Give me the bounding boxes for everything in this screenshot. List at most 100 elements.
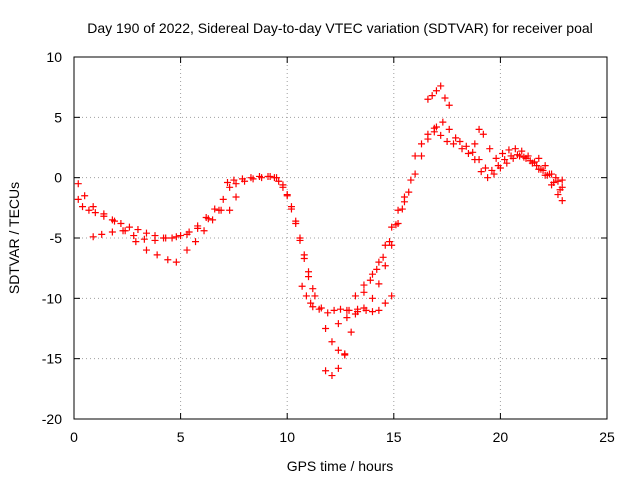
data-point: [328, 338, 336, 346]
data-point: [548, 181, 556, 189]
data-point: [452, 134, 460, 142]
series-arc-j: [334, 176, 415, 328]
data-point: [296, 234, 304, 242]
data-point: [445, 101, 453, 109]
data-point: [81, 192, 89, 200]
data-point: [432, 123, 440, 131]
data-point: [168, 234, 176, 242]
data-point: [226, 206, 234, 214]
data-point: [437, 82, 445, 90]
data-point: [439, 118, 447, 126]
data-point: [343, 314, 351, 322]
data-point: [343, 306, 351, 314]
data-point: [142, 229, 150, 237]
y-tick-label: 10: [46, 49, 62, 65]
data-point: [279, 181, 287, 189]
series-arc-g: [226, 193, 240, 214]
data-point: [554, 191, 562, 199]
data-point: [360, 281, 368, 289]
data-point: [91, 209, 99, 217]
data-point: [518, 147, 526, 155]
data-point: [501, 156, 509, 164]
data-point: [462, 142, 470, 150]
data-point: [117, 220, 125, 228]
series-arc-i: [322, 124, 438, 380]
data-point: [194, 224, 202, 232]
data-point: [241, 177, 249, 185]
data-point: [334, 346, 342, 354]
data-point: [486, 145, 494, 153]
data-point: [535, 154, 543, 162]
data-point: [437, 131, 445, 139]
x-axis-label: GPS time / hours: [287, 458, 394, 474]
series-arc-p: [471, 152, 566, 205]
data-point: [183, 230, 191, 238]
data-point: [309, 303, 317, 311]
data-point: [330, 306, 338, 314]
data-point: [554, 177, 562, 185]
data-point: [351, 310, 359, 318]
data-point: [98, 230, 106, 238]
data-point: [204, 215, 212, 223]
data-point: [535, 165, 543, 173]
data-point: [287, 203, 295, 211]
data-point: [541, 171, 549, 179]
data-point: [125, 223, 133, 231]
series-arc-l: [368, 292, 396, 316]
data-point: [379, 253, 387, 261]
data-point: [558, 183, 566, 191]
axes: 0 5 10 15 20 25 -20 -15 -10 -5 0 5 10: [42, 49, 615, 445]
data-point: [398, 205, 406, 213]
data-point: [334, 320, 342, 328]
data-point: [341, 350, 349, 358]
data-point: [445, 125, 453, 133]
data-point: [492, 154, 500, 162]
data-point: [368, 294, 376, 302]
data-point: [305, 268, 313, 276]
data-point: [424, 95, 432, 103]
data-point: [132, 238, 140, 246]
series-arc-h: [298, 282, 317, 311]
data-point: [89, 203, 97, 211]
data-point: [298, 282, 306, 290]
data-series: [74, 82, 566, 380]
data-point: [153, 251, 161, 259]
data-point: [209, 216, 217, 224]
x-tick-label: 25: [599, 429, 615, 445]
data-point: [407, 176, 415, 184]
data-point: [300, 251, 308, 259]
data-point: [394, 220, 402, 228]
data-point: [490, 170, 498, 178]
data-point: [334, 364, 342, 372]
data-point: [322, 325, 330, 332]
data-point: [430, 128, 438, 136]
data-point: [481, 164, 489, 172]
data-point: [258, 174, 266, 182]
data-point: [533, 162, 541, 170]
data-point: [516, 152, 524, 160]
series-arc-k: [343, 193, 408, 314]
data-point: [479, 130, 487, 138]
y-tick-label: -5: [50, 230, 63, 246]
data-point: [522, 154, 530, 162]
data-point: [388, 223, 396, 231]
x-tick-label: 5: [177, 429, 185, 445]
series-arc-d: [183, 206, 225, 254]
x-tick-label: 15: [386, 429, 402, 445]
data-point: [375, 280, 383, 288]
x-tick-label: 20: [493, 429, 509, 445]
data-point: [85, 206, 93, 214]
data-point: [558, 176, 566, 184]
data-point: [74, 180, 82, 188]
data-point: [405, 188, 413, 196]
data-point: [558, 197, 566, 205]
data-point: [496, 164, 504, 172]
data-point: [354, 305, 362, 313]
data-point: [232, 180, 240, 188]
data-point: [509, 154, 517, 162]
data-point: [418, 152, 426, 160]
data-point: [230, 176, 238, 184]
y-axis-label: SDTVAR / TECUs: [6, 182, 22, 294]
data-point: [471, 140, 479, 148]
y-tick-label: -20: [42, 411, 62, 427]
